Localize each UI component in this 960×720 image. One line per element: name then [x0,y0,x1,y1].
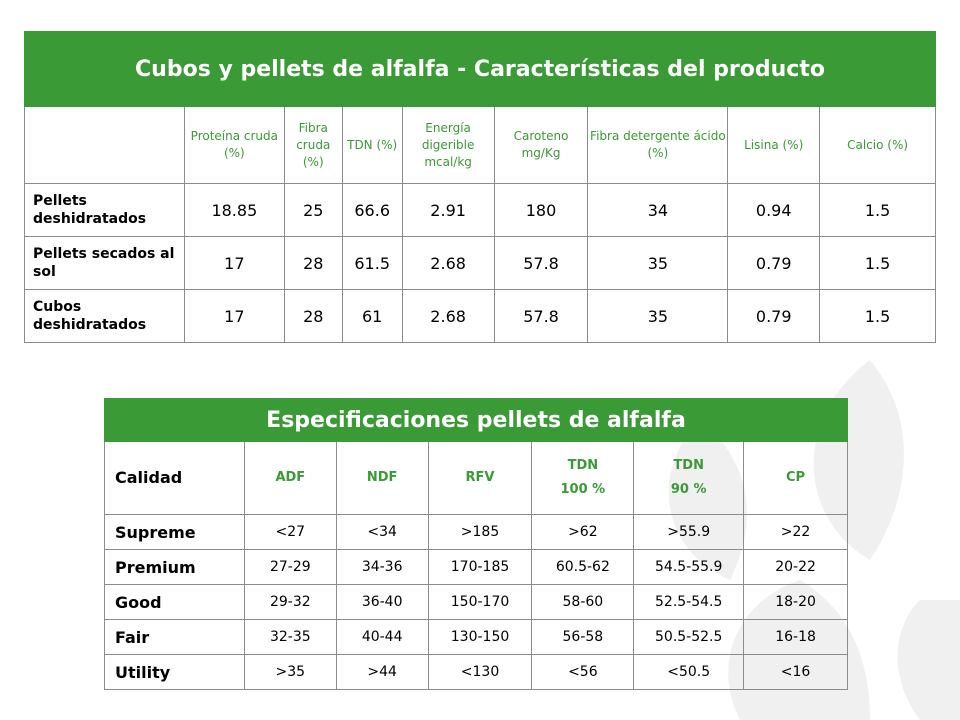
row-label: Utility [104,654,245,690]
table-cell: 54.5-55.9 [633,549,745,585]
row-label: Good [104,584,245,620]
table-cell: >44 [335,654,429,690]
table1-header-cell: Fibra cruda (%) [283,106,343,184]
table1-header-cell: Fibra detergente ácido (%) [587,106,729,184]
table-cell: 25 [283,183,343,237]
table1-header-cell: Calcio (%) [819,106,936,184]
table-cell: 60.5-62 [531,549,635,585]
table-cell: 34-36 [335,549,429,585]
row-label: Cubos deshidratados [24,289,185,343]
table1-header-cell: TDN (%) [341,106,403,184]
table-cell: 34 [587,183,729,237]
table-cell: 130-150 [427,619,533,655]
table-cell: 29-32 [243,584,337,620]
table-row: Supreme <27 <34 >185 >62 >55.9 >22 [104,514,848,550]
table-cell: 16-18 [743,619,848,655]
table-cell: 0.79 [727,289,821,343]
table2-header-cell: CP [743,441,848,515]
table-cell: 18-20 [743,584,848,620]
table-cell: 0.94 [727,183,821,237]
table-cell: >55.9 [633,514,745,550]
table1-header-row: Proteína cruda (%) Fibra cruda (%) TDN (… [24,106,936,184]
table-cell: <50.5 [633,654,745,690]
product-characteristics-table: Cubos y pellets de alfalfa - Característ… [24,31,936,343]
table-cell: 17 [183,289,285,343]
table-cell: 50.5-52.5 [633,619,745,655]
table-cell: 52.5-54.5 [633,584,745,620]
table-cell: 66.6 [341,183,403,237]
table1-header-corner [24,106,185,184]
table-cell: 58-60 [531,584,635,620]
table-cell: 18.85 [183,183,285,237]
table-cell: 61 [341,289,403,343]
table-cell: 57.8 [493,289,589,343]
table-cell: 1.5 [819,236,936,290]
table-row: Cubos deshidratados 17 28 61 2.68 57.8 3… [24,289,936,343]
table-cell: 57.8 [493,236,589,290]
pellet-specifications-table: Especificaciones pellets de alfalfa Cali… [104,398,848,690]
table-cell: 150-170 [427,584,533,620]
row-label: Pellets secados al sol [24,236,185,290]
table-cell: <130 [427,654,533,690]
table-cell: 2.68 [401,236,495,290]
table-cell: 40-44 [335,619,429,655]
table-cell: 35 [587,236,729,290]
table-row: Good 29-32 36-40 150-170 58-60 52.5-54.5… [104,584,848,620]
table-cell: 28 [283,289,343,343]
table-cell: 36-40 [335,584,429,620]
table-cell: <16 [743,654,848,690]
table2-header-cell: ADF [243,441,337,515]
table1-header-cell: Lisina (%) [727,106,821,184]
table-row: Fair 32-35 40-44 130-150 56-58 50.5-52.5… [104,619,848,655]
table-cell: 2.91 [401,183,495,237]
table-cell: >35 [243,654,337,690]
table-cell: 32-35 [243,619,337,655]
table-cell: 0.79 [727,236,821,290]
table2-header-cell: TDN 90 % [633,441,745,515]
table1-title: Cubos y pellets de alfalfa - Característ… [24,31,936,107]
table-cell: 56-58 [531,619,635,655]
table-cell: 17 [183,236,285,290]
table-cell: 2.68 [401,289,495,343]
table1-header-cell: Proteína cruda (%) [183,106,285,184]
table-cell: 61.5 [341,236,403,290]
table-cell: <34 [335,514,429,550]
table-cell: <56 [531,654,635,690]
table-cell: >22 [743,514,848,550]
table-cell: 1.5 [819,289,936,343]
table-row: Pellets deshidratados 18.85 25 66.6 2.91… [24,183,936,237]
table2-header-cell: TDN 100 % [531,441,635,515]
table-cell: 180 [493,183,589,237]
table-row: Utility >35 >44 <130 <56 <50.5 <16 [104,654,848,690]
table-row: Pellets secados al sol 17 28 61.5 2.68 5… [24,236,936,290]
table-cell: 20-22 [743,549,848,585]
row-label: Premium [104,549,245,585]
table2-header-label: Calidad [104,441,245,515]
table-cell: 27-29 [243,549,337,585]
table-cell: >62 [531,514,635,550]
table-cell: 170-185 [427,549,533,585]
table2-header-cell: NDF [335,441,429,515]
row-label: Pellets deshidratados [24,183,185,237]
table2-header-cell: RFV [427,441,533,515]
table-cell: <27 [243,514,337,550]
table2-header-row: Calidad ADF NDF RFV TDN 100 % TDN 90 % C… [104,441,848,515]
table2-title: Especificaciones pellets de alfalfa [104,398,848,442]
table-cell: >185 [427,514,533,550]
table1-header-cell: Energía digerible mcal/kg [401,106,495,184]
table1-header-cell: Caroteno mg/Kg [493,106,589,184]
row-label: Fair [104,619,245,655]
table-cell: 28 [283,236,343,290]
table-cell: 35 [587,289,729,343]
row-label: Supreme [104,514,245,550]
table-cell: 1.5 [819,183,936,237]
table-row: Premium 27-29 34-36 170-185 60.5-62 54.5… [104,549,848,585]
